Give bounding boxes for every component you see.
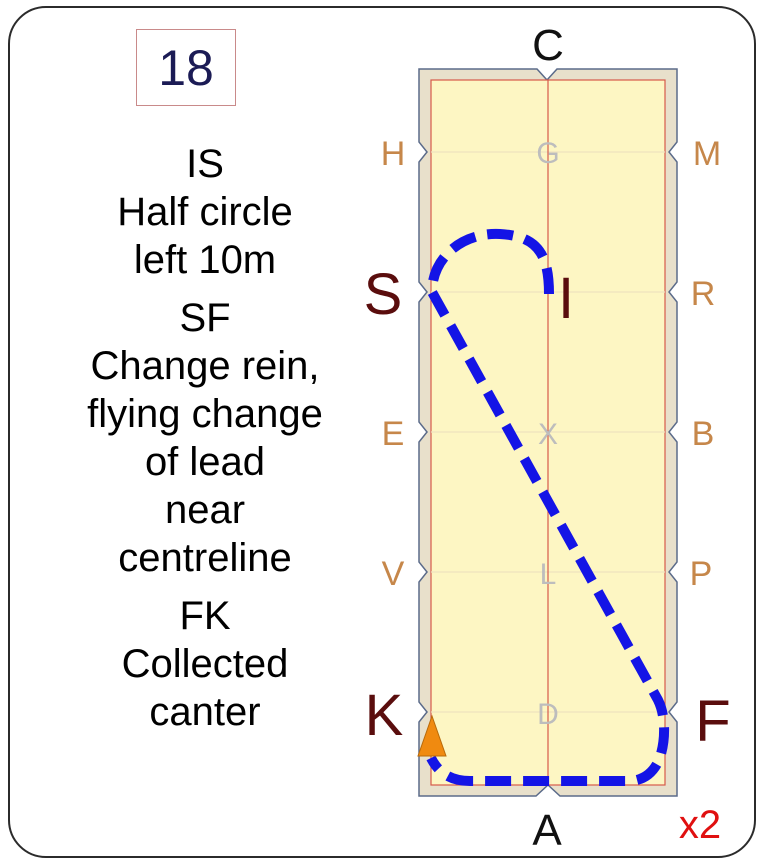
- instruction-line: of lead: [144, 440, 266, 484]
- marker-b: B: [692, 415, 715, 453]
- instruction-line: canter: [149, 690, 261, 734]
- marker-s: S: [364, 262, 403, 327]
- instruction-line: Half circle: [117, 190, 293, 234]
- repeat-label: x2: [679, 803, 721, 847]
- instruction-line: centreline: [118, 536, 292, 580]
- marker-p: P: [690, 555, 713, 593]
- marker-k: K: [365, 683, 404, 748]
- marker-r: R: [691, 275, 716, 313]
- movement-path: [426, 228, 670, 786]
- marker-h: H: [381, 135, 406, 173]
- instruction-line: IS: [186, 142, 224, 186]
- instruction-line: flying change: [87, 392, 323, 436]
- marker-i: I: [558, 266, 574, 331]
- instructions-text: IS Half circle left 10m SF Change rein, …: [40, 140, 370, 746]
- marker-c: C: [532, 21, 564, 70]
- marker-f: F: [695, 689, 730, 754]
- instruction-fk: FK Collected canter: [40, 592, 370, 736]
- marker-e: E: [382, 415, 405, 453]
- movement-number-box: 18: [136, 29, 236, 106]
- marker-d: D: [537, 698, 559, 731]
- marker-x: X: [538, 418, 558, 451]
- marker-l: L: [540, 558, 557, 591]
- instruction-line: FK: [179, 594, 231, 638]
- marker-v: V: [382, 555, 405, 593]
- instruction-line: near: [164, 488, 246, 532]
- instruction-is: IS Half circle left 10m: [40, 140, 370, 284]
- marker-a: A: [532, 806, 562, 855]
- instruction-line: Change rein,: [90, 344, 320, 388]
- instruction-sf: SF Change rein, flying change of lead ne…: [40, 294, 370, 582]
- movement-number: 18: [158, 39, 214, 96]
- start-triangle-icon: [417, 714, 447, 757]
- instruction-line: left 10m: [133, 238, 277, 282]
- instruction-line: Collected: [121, 642, 289, 686]
- marker-g: G: [536, 137, 559, 170]
- instruction-line: SF: [179, 296, 231, 340]
- marker-m: M: [693, 135, 721, 173]
